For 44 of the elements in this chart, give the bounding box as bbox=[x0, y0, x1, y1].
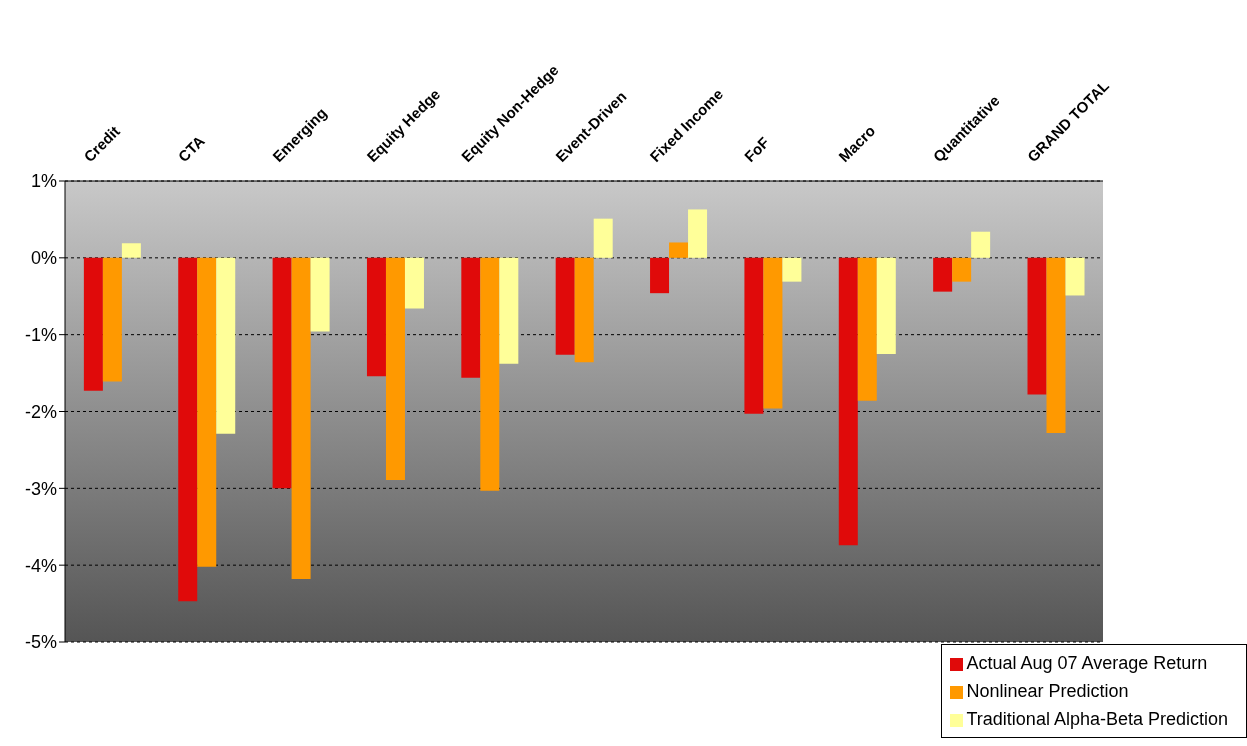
y-tick-label: -3% bbox=[24, 478, 57, 499]
bar bbox=[310, 257, 330, 332]
y-tick-label: -5% bbox=[24, 632, 57, 653]
legend-label: Actual Aug 07 Average Return bbox=[966, 653, 1208, 673]
bar bbox=[952, 257, 972, 282]
bar bbox=[121, 243, 141, 258]
bar bbox=[933, 257, 953, 292]
legend-label: Nonlinear Prediction bbox=[966, 681, 1129, 701]
bar bbox=[876, 257, 896, 354]
x-tick-label: CTA bbox=[174, 131, 208, 166]
legend-label: Traditional Alpha-Beta Prediction bbox=[966, 709, 1228, 729]
bar bbox=[763, 257, 783, 409]
bar bbox=[838, 257, 858, 546]
bar bbox=[499, 257, 519, 364]
bar bbox=[272, 257, 292, 489]
y-tick-label: -1% bbox=[24, 325, 57, 346]
bar bbox=[178, 257, 198, 602]
bar bbox=[971, 231, 991, 258]
bar bbox=[669, 242, 689, 258]
bar bbox=[555, 257, 575, 355]
bar bbox=[782, 257, 802, 282]
y-tick-label: 1% bbox=[30, 171, 57, 192]
bar bbox=[385, 257, 405, 480]
bar bbox=[480, 257, 500, 491]
bar bbox=[574, 257, 594, 363]
bar bbox=[1027, 257, 1047, 395]
bar bbox=[461, 257, 481, 378]
bar bbox=[366, 257, 386, 377]
bar bbox=[857, 257, 877, 401]
bar bbox=[593, 218, 613, 258]
bar bbox=[102, 257, 122, 382]
bar bbox=[1046, 257, 1066, 434]
y-tick-label: 0% bbox=[30, 248, 57, 269]
bar bbox=[688, 209, 708, 258]
y-tick-label: -4% bbox=[24, 555, 57, 576]
bar bbox=[197, 257, 217, 567]
bar bbox=[291, 257, 311, 579]
y-tick-label: -2% bbox=[24, 401, 57, 422]
bar bbox=[404, 257, 424, 309]
bar bbox=[650, 257, 670, 294]
bar bbox=[744, 257, 764, 414]
bar bbox=[216, 257, 236, 434]
bar bbox=[83, 257, 103, 391]
bar bbox=[1065, 257, 1085, 296]
